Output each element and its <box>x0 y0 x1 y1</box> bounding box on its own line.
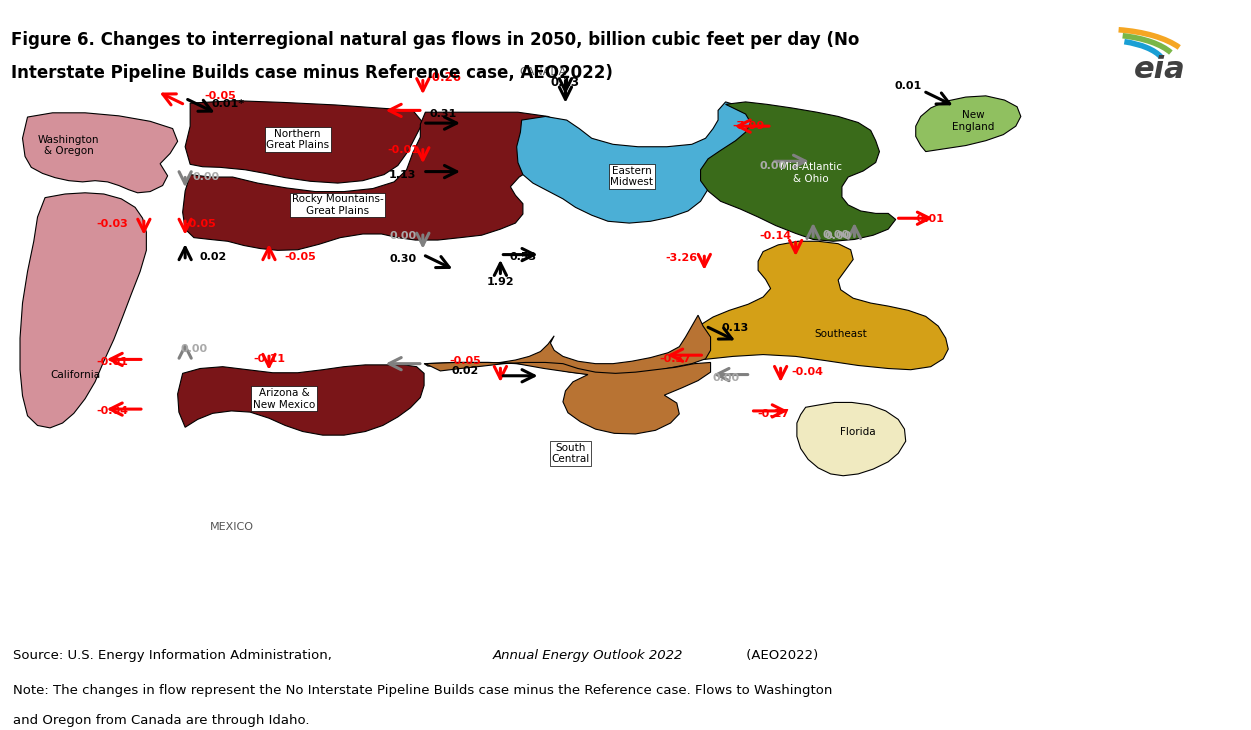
Text: and Oregon from Canada are through Idaho.: and Oregon from Canada are through Idaho… <box>13 714 309 727</box>
Polygon shape <box>696 241 948 369</box>
Text: -0.01: -0.01 <box>912 215 945 224</box>
Text: Arizona &
New Mexico: Arizona & New Mexico <box>253 388 315 410</box>
Text: 0.01: 0.01 <box>894 81 922 91</box>
Text: -0.05: -0.05 <box>449 356 482 366</box>
Text: 0.13: 0.13 <box>550 76 580 89</box>
Polygon shape <box>916 96 1021 152</box>
Text: -0.26: -0.26 <box>427 71 462 84</box>
Text: 0.53: 0.53 <box>509 252 537 262</box>
Text: Annual Energy Outlook 2022: Annual Energy Outlook 2022 <box>493 650 683 663</box>
Text: eia: eia <box>1133 55 1185 84</box>
Text: Note: The changes in flow represent the No Interstate Pipeline Builds case minus: Note: The changes in flow represent the … <box>13 683 832 696</box>
Text: -0.01: -0.01 <box>387 145 419 155</box>
Text: -0.04: -0.04 <box>791 366 823 377</box>
Text: 1.13: 1.13 <box>389 169 417 180</box>
Text: -7.99: -7.99 <box>732 121 764 131</box>
Polygon shape <box>183 112 570 250</box>
Text: Northern
Great Plains: Northern Great Plains <box>266 128 329 150</box>
Text: -0.01: -0.01 <box>96 358 129 367</box>
Text: Interstate Pipeline Builds case minus Reference case, AEO2022): Interstate Pipeline Builds case minus Re… <box>10 64 613 82</box>
Text: -0.03: -0.03 <box>96 219 129 229</box>
Text: -0.04: -0.04 <box>96 406 129 416</box>
Text: -0.14: -0.14 <box>759 231 792 242</box>
Text: -0.37: -0.37 <box>659 355 692 364</box>
Text: 0.31: 0.31 <box>429 109 457 119</box>
Text: 0.00: 0.00 <box>822 230 849 240</box>
Text: Washington
& Oregon: Washington & Oregon <box>38 135 100 156</box>
Polygon shape <box>185 101 423 183</box>
Text: California: California <box>50 369 100 380</box>
Polygon shape <box>425 363 711 434</box>
Text: 0.00: 0.00 <box>389 231 417 241</box>
Text: 0.00: 0.00 <box>193 172 220 182</box>
Text: Figure 6. Changes to interregional natural gas flows in 2050, billion cubic feet: Figure 6. Changes to interregional natur… <box>10 31 859 49</box>
Text: -0.17: -0.17 <box>757 409 789 419</box>
Text: 0.00: 0.00 <box>824 231 852 242</box>
Text: -0.05: -0.05 <box>204 91 236 101</box>
Text: 0.00: 0.00 <box>712 372 739 383</box>
Text: South
Central: South Central <box>552 442 589 464</box>
Polygon shape <box>797 402 906 476</box>
Text: Southeast: Southeast <box>814 329 867 339</box>
Text: Source: U.S. Energy Information Administration,: Source: U.S. Energy Information Administ… <box>13 650 335 663</box>
Text: 0.02: 0.02 <box>199 252 226 262</box>
Text: Mid-Atlantic
& Ohio: Mid-Atlantic & Ohio <box>779 162 842 184</box>
Text: -0.05: -0.05 <box>184 219 216 229</box>
Text: 0.00: 0.00 <box>759 161 787 171</box>
Text: Florida: Florida <box>841 426 876 437</box>
Text: CANADA: CANADA <box>519 66 567 77</box>
Text: New
England: New England <box>952 110 995 132</box>
Polygon shape <box>424 315 711 377</box>
Text: 0.02: 0.02 <box>452 366 479 376</box>
Text: -3.26: -3.26 <box>666 253 698 264</box>
Polygon shape <box>20 193 146 428</box>
Text: Rocky Mountains-
Great Plains: Rocky Mountains- Great Plains <box>291 194 384 215</box>
Text: MEXICO: MEXICO <box>209 522 254 532</box>
Text: 0.00: 0.00 <box>180 344 208 353</box>
Polygon shape <box>701 102 896 241</box>
Text: -0.11: -0.11 <box>253 355 285 364</box>
Text: (AEO2022): (AEO2022) <box>742 650 818 663</box>
Text: Eastern
Midwest: Eastern Midwest <box>610 166 653 187</box>
Text: 0.30: 0.30 <box>389 255 417 264</box>
Text: -0.05: -0.05 <box>284 252 317 262</box>
Polygon shape <box>23 113 178 193</box>
Text: 0.13: 0.13 <box>722 323 749 333</box>
Polygon shape <box>178 365 424 435</box>
Text: 0.01*: 0.01* <box>211 99 244 109</box>
Text: 1.92: 1.92 <box>487 277 514 287</box>
Polygon shape <box>517 102 771 223</box>
